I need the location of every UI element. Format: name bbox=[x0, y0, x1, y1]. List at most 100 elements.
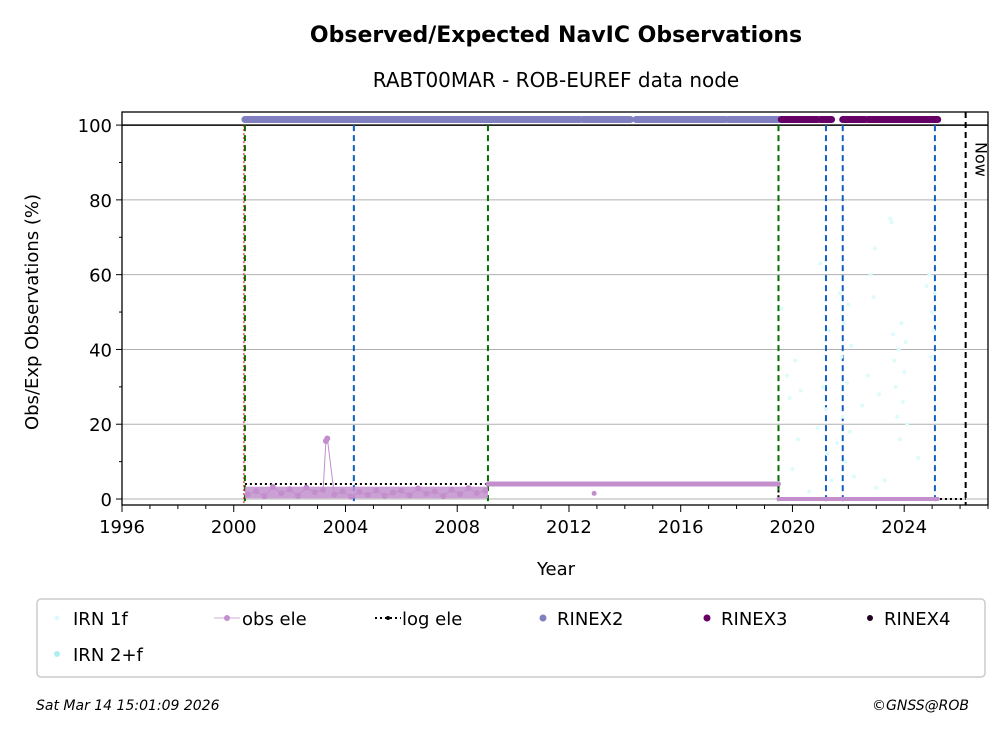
irn1f-point bbox=[840, 414, 845, 419]
irn1f-point bbox=[891, 332, 896, 337]
irn1f-point bbox=[899, 321, 904, 326]
obs-ele-point bbox=[303, 484, 310, 491]
irn1f-point bbox=[889, 220, 894, 225]
obs-ele-point bbox=[294, 492, 301, 499]
obs-ele-point bbox=[591, 490, 597, 496]
irn1f-point bbox=[849, 343, 854, 348]
legend-log-ele-marker bbox=[386, 616, 390, 620]
obs-ele-point bbox=[331, 491, 338, 498]
legend-irn2f: IRN 2+f bbox=[73, 645, 144, 666]
irn1f-point bbox=[825, 452, 830, 457]
obs-ele-point bbox=[278, 490, 285, 497]
irn1f-point bbox=[844, 381, 849, 386]
chart-subtitle: RABT00MAR - ROB-EUREF data node bbox=[373, 68, 739, 92]
irn1f-point bbox=[807, 489, 812, 494]
legend-obs-ele-marker bbox=[224, 615, 230, 621]
legend-irn1f: IRN 1f bbox=[73, 609, 128, 630]
legend-rinex4-marker bbox=[867, 615, 873, 621]
obs-ele-point bbox=[406, 492, 413, 499]
legend: IRN 1f IRN 2+f obs ele log ele RINEX2 RI… bbox=[36, 598, 986, 678]
irn1f-point bbox=[835, 440, 840, 445]
x-tick-label: 2012 bbox=[546, 517, 592, 538]
irn1f-point bbox=[898, 437, 903, 442]
irn1f-point bbox=[916, 455, 921, 460]
legend-rinex3-marker bbox=[703, 614, 711, 622]
irn1f-point bbox=[892, 358, 897, 363]
obs-ele-point bbox=[253, 488, 260, 495]
y-tick-label: 40 bbox=[89, 340, 112, 361]
irn1f-point bbox=[868, 272, 873, 277]
irn1f-point bbox=[847, 429, 852, 434]
obs-ele-point bbox=[373, 487, 380, 494]
irn1f-point bbox=[793, 358, 798, 363]
obs-ele-point bbox=[339, 488, 346, 495]
y-tick-label: 80 bbox=[89, 191, 112, 212]
irn1f-point bbox=[927, 272, 932, 277]
x-tick-label: 2024 bbox=[881, 517, 927, 538]
irn1f-point bbox=[928, 354, 933, 359]
x-tick-label: 2008 bbox=[434, 517, 480, 538]
irn1f-point bbox=[846, 302, 851, 307]
obs-ele-point bbox=[465, 485, 472, 492]
irn1f-point bbox=[842, 321, 847, 326]
timestamp: Sat Mar 14 15:01:09 2026 bbox=[36, 698, 220, 714]
obs-ele-point bbox=[364, 491, 371, 498]
x-tick-label: 2020 bbox=[770, 517, 816, 538]
legend-irn2f-marker bbox=[54, 651, 60, 657]
irn1f-point bbox=[851, 474, 856, 479]
irn1f-point bbox=[860, 403, 865, 408]
irn1f-point bbox=[871, 295, 876, 300]
obs-ele-point bbox=[311, 489, 318, 496]
obs-ele-point bbox=[356, 488, 363, 495]
irn1f-point bbox=[893, 384, 898, 389]
irn1f-point bbox=[931, 328, 936, 333]
plot-frame bbox=[121, 111, 989, 506]
obs-ele-point bbox=[440, 493, 447, 500]
irn1f-point bbox=[874, 485, 879, 490]
copyright: ©GNSS@ROB bbox=[872, 698, 969, 714]
irn1f-point bbox=[843, 459, 848, 464]
y-tick-label: 0 bbox=[101, 490, 112, 511]
irn1f-point bbox=[823, 407, 828, 412]
obs-ele-point bbox=[473, 490, 480, 497]
irn1f-point bbox=[932, 291, 937, 296]
irn1f-point bbox=[796, 437, 801, 442]
obs-ele-point bbox=[286, 486, 293, 493]
irn1f-point bbox=[829, 478, 834, 483]
irn1f-point bbox=[872, 246, 877, 251]
irn1f-point bbox=[895, 414, 900, 419]
obs-ele-point bbox=[244, 491, 251, 498]
legend-rinex2-marker bbox=[539, 614, 547, 622]
irn1f-point bbox=[826, 328, 831, 333]
obs-ele-point bbox=[381, 492, 388, 499]
obs-ele-point bbox=[431, 488, 438, 495]
irn1f-point bbox=[900, 399, 905, 404]
irn1f-point bbox=[882, 478, 887, 483]
y-axis-label: Obs/Exp Observations (%) bbox=[22, 194, 43, 430]
irn1f-point bbox=[924, 283, 929, 288]
obs-ele-point bbox=[389, 489, 396, 496]
irn1f-point bbox=[815, 425, 820, 430]
irn1f-point bbox=[904, 422, 909, 427]
legend-rinex4: RINEX4 bbox=[884, 609, 950, 630]
obs-ele-point bbox=[482, 487, 489, 494]
legend-obs-ele: obs ele bbox=[242, 609, 307, 630]
irn1f-point bbox=[888, 216, 893, 221]
irn1f-point bbox=[877, 392, 882, 397]
legend-rinex3: RINEX3 bbox=[721, 609, 787, 630]
chart-title: Observed/Expected NavIC Observations bbox=[310, 23, 802, 48]
legend-log-ele: log ele bbox=[402, 609, 462, 630]
irn1f-point bbox=[818, 261, 823, 266]
irn1f-point bbox=[790, 467, 795, 472]
legend-rinex2: RINEX2 bbox=[557, 609, 623, 630]
irn1f-point bbox=[903, 339, 908, 344]
x-tick-label: 2016 bbox=[658, 517, 704, 538]
obs-ele-point bbox=[423, 490, 430, 497]
obs-ele-point bbox=[261, 493, 268, 500]
irn1f-point bbox=[865, 373, 870, 378]
irn1f-point bbox=[930, 310, 935, 315]
irn1f-point bbox=[837, 291, 842, 296]
y-tick-label: 60 bbox=[89, 266, 112, 287]
obs-ele-point bbox=[320, 487, 327, 494]
